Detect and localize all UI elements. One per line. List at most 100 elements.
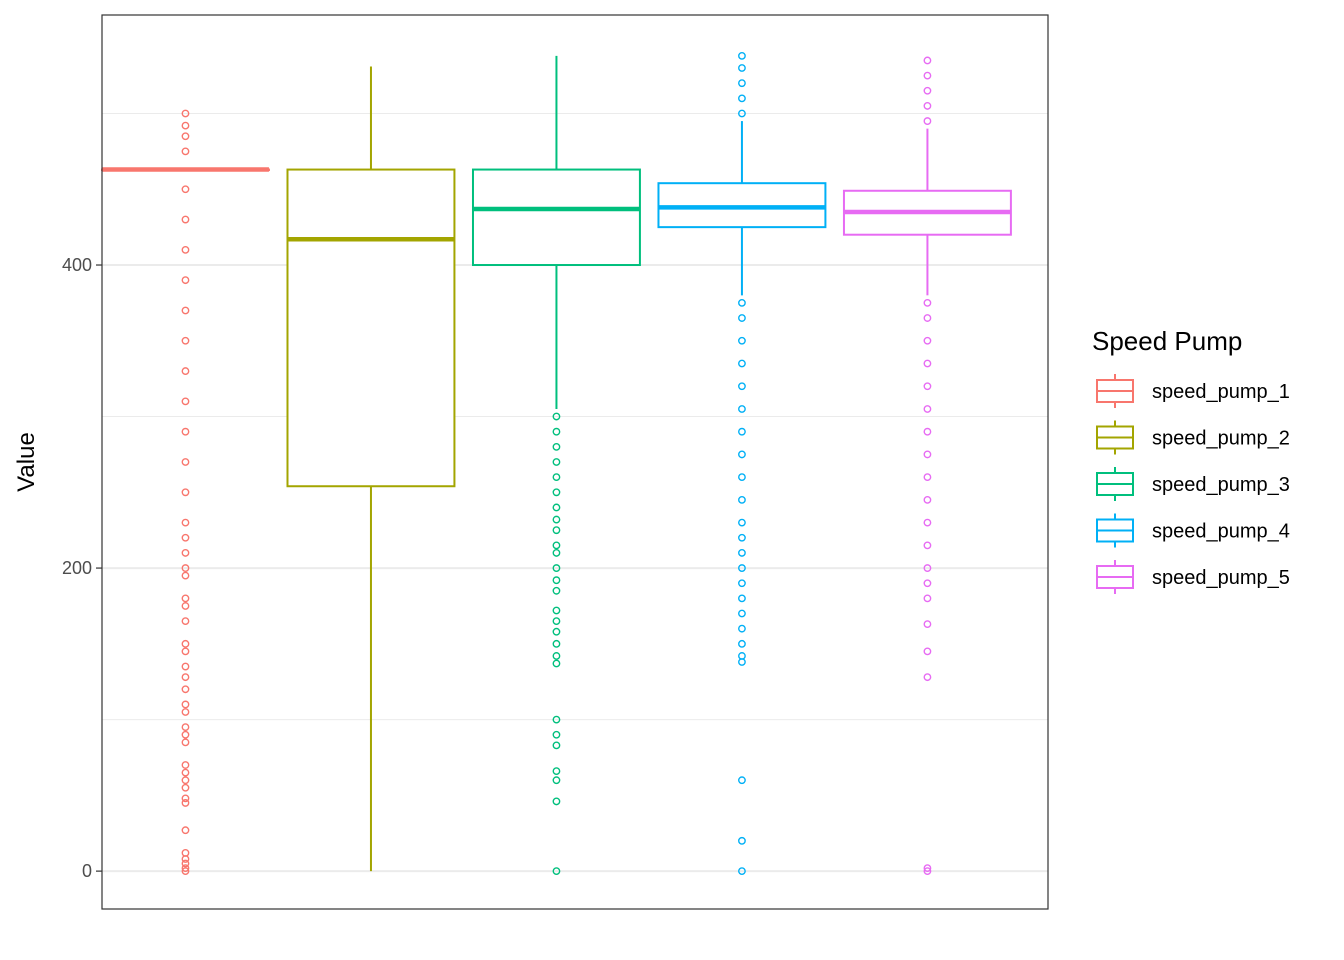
outlier-point	[181, 617, 190, 626]
outlier-point	[923, 71, 932, 80]
outlier-point	[923, 541, 932, 550]
legend-item-speed_pump_5: speed_pump_5	[1096, 560, 1290, 594]
outlier-point	[552, 541, 561, 550]
outlier-point	[181, 518, 190, 527]
outlier-point	[181, 794, 190, 803]
box-series	[101, 52, 1012, 876]
legend-label: speed_pump_3	[1152, 474, 1290, 496]
legend-item-speed_pump_3: speed_pump_3	[1096, 467, 1290, 501]
outlier-point	[923, 359, 932, 368]
outlier-point	[923, 86, 932, 95]
legend: Speed Pump speed_pump_1 speed_pump_2speed…	[1092, 326, 1290, 594]
box-speed_pump_3	[471, 55, 641, 876]
outlier-point	[181, 121, 190, 130]
outlier-point	[923, 579, 932, 588]
outlier-point	[738, 405, 746, 413]
outlier-point	[181, 215, 190, 224]
outlier-point	[181, 549, 190, 557]
outlier-point	[552, 473, 561, 482]
legend-label: speed_pump_1	[1152, 381, 1290, 403]
legend-title: Speed Pump	[1092, 326, 1242, 356]
outlier-point	[738, 609, 746, 618]
outlier-point	[552, 412, 561, 421]
box-body	[471, 168, 641, 267]
outlier-point	[552, 442, 561, 451]
outlier-point	[181, 708, 190, 716]
outlier-point	[181, 533, 190, 542]
outlier-point	[181, 594, 190, 603]
outlier-point	[181, 427, 190, 436]
outlier-point	[738, 533, 746, 542]
legend-item-speed_pump_1: speed_pump_1	[1096, 374, 1290, 408]
outlier-point	[923, 495, 932, 504]
outlier-point	[923, 117, 932, 125]
outlier-point	[552, 741, 561, 750]
outlier-point	[181, 859, 190, 868]
outlier-point	[181, 132, 190, 141]
outlier-point	[181, 761, 190, 769]
outlier-point	[738, 109, 746, 118]
outlier-point	[552, 639, 561, 648]
outlier-point	[181, 306, 190, 315]
y-tick-label: 400	[62, 255, 92, 275]
outlier-point	[738, 594, 746, 603]
outlier-point	[923, 56, 932, 65]
outlier-point	[181, 147, 190, 156]
outlier-point	[552, 549, 561, 557]
y-tick-label: 200	[62, 558, 92, 578]
outlier-point	[181, 276, 190, 285]
outlier-point	[181, 564, 190, 572]
legend-item-speed_pump_2: speed_pump_2	[1096, 420, 1290, 455]
outlier-point	[181, 488, 190, 497]
outlier-point	[552, 586, 561, 595]
y-tick-label: 0	[82, 861, 92, 881]
outlier-point	[552, 776, 561, 785]
outlier-point	[923, 450, 932, 459]
outlier-point	[552, 867, 561, 876]
outlier-point	[738, 298, 746, 307]
outlier-point	[738, 518, 746, 527]
outlier-point	[552, 730, 561, 739]
outlier-point	[181, 458, 190, 466]
outlier-point	[923, 382, 932, 391]
plot-panel-border	[101, 14, 1049, 910]
outlier-point	[923, 864, 932, 872]
outlier-point	[552, 488, 561, 497]
outlier-point	[552, 606, 561, 615]
outlier-point	[923, 314, 932, 322]
outlier-point	[552, 659, 561, 668]
outlier-point	[738, 336, 746, 345]
outlier-point	[738, 776, 746, 785]
outlier-point	[552, 576, 561, 585]
outlier-point	[923, 594, 932, 603]
outlier-point	[738, 314, 746, 322]
outlier-point	[181, 639, 190, 648]
outlier-point	[552, 767, 561, 776]
box-body	[286, 168, 456, 488]
outlier-point	[552, 564, 561, 572]
outlier-point	[552, 797, 561, 806]
outlier-point	[738, 836, 746, 845]
outlier-point	[923, 564, 932, 572]
y-axis: 0 200 400	[62, 255, 102, 881]
outlier-point	[923, 620, 932, 629]
outlier-point	[181, 647, 190, 656]
outlier-point	[923, 867, 932, 876]
outlier-point	[552, 526, 561, 535]
outlier-point	[738, 79, 746, 88]
outlier-point	[923, 473, 932, 482]
outlier-point	[738, 639, 746, 648]
outlier-point	[181, 799, 190, 807]
outlier-point	[738, 94, 746, 103]
outlier-point	[738, 450, 746, 459]
outlier-point	[923, 298, 932, 307]
outlier-point	[181, 109, 190, 118]
outlier-point	[181, 768, 190, 777]
outlier-point	[738, 549, 746, 557]
box-speed_pump_2	[286, 66, 456, 872]
legend-label: speed_pump_2	[1152, 428, 1290, 450]
legend-label: speed_pump_5	[1152, 567, 1290, 589]
outlier-point	[923, 427, 932, 436]
outlier-point	[181, 336, 190, 345]
outlier-point	[181, 864, 190, 872]
